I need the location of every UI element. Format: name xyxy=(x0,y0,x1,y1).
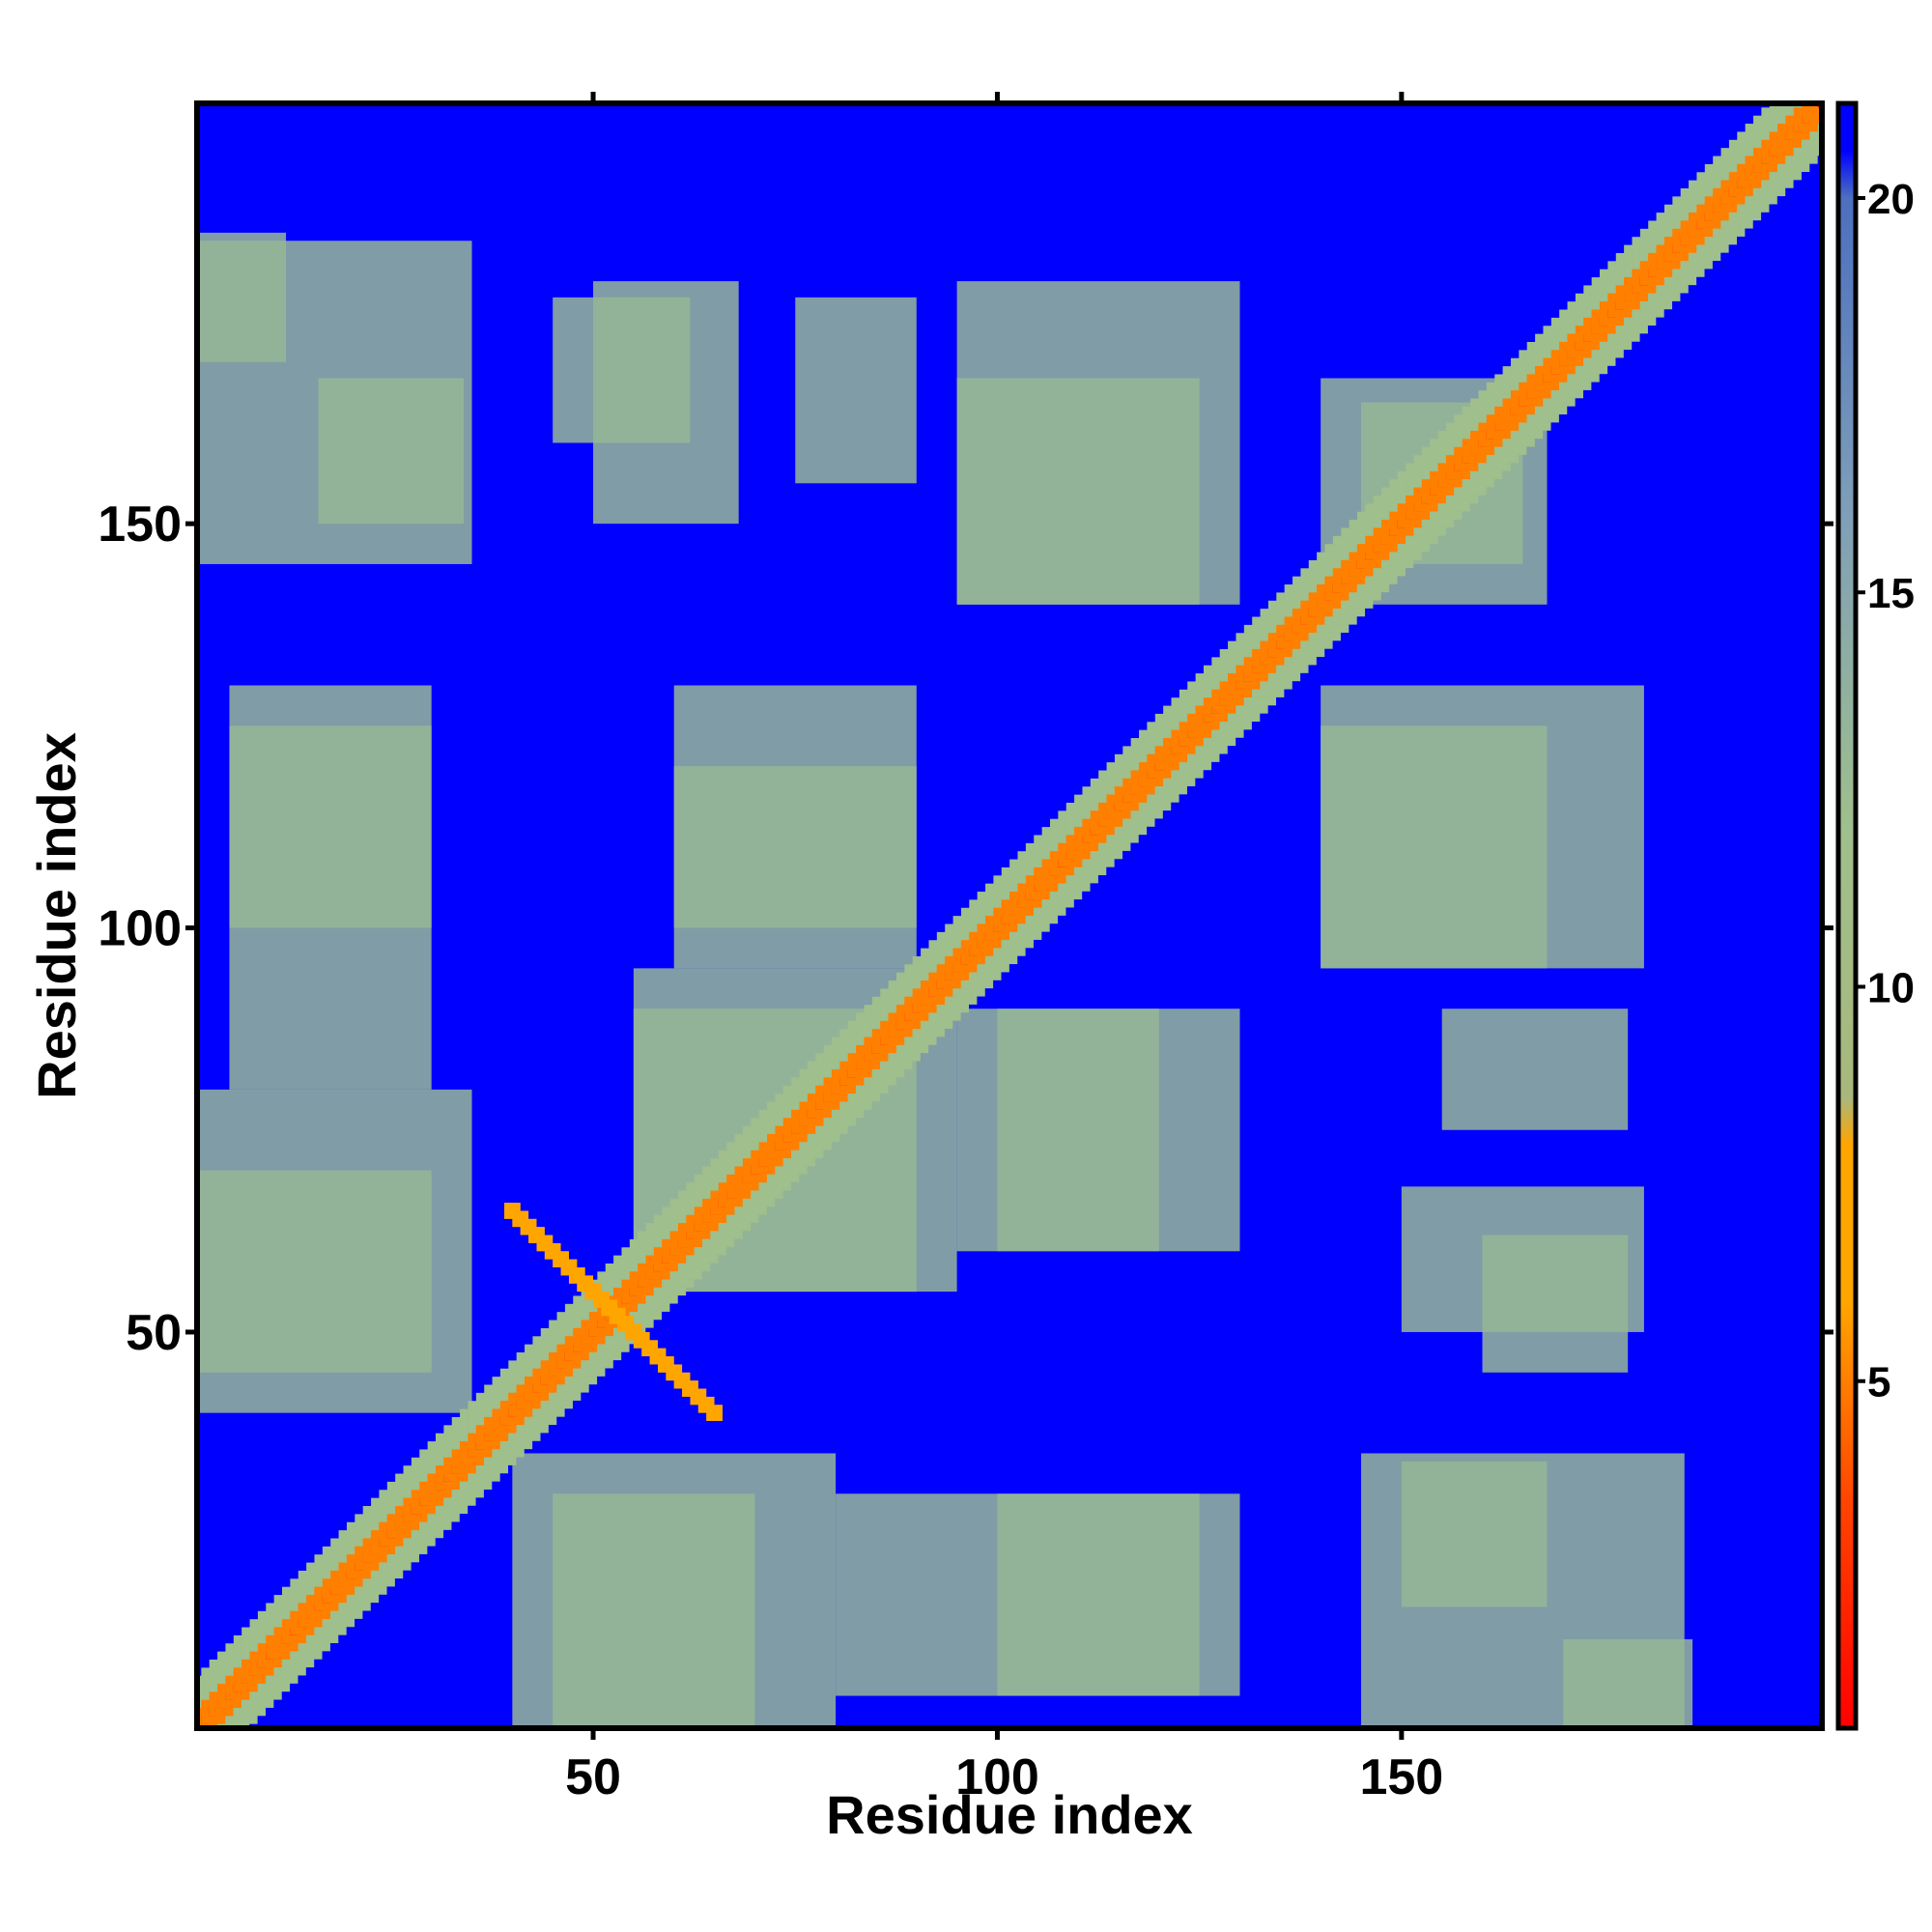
x-tick-label: 50 xyxy=(565,1749,621,1805)
colorbar-tick-label: 10 xyxy=(1867,964,1915,1011)
y-axis-title: Residue index xyxy=(26,732,87,1099)
colorbar-tick-label: 15 xyxy=(1867,570,1915,617)
x-axis-title: Residue index xyxy=(826,1784,1193,1845)
contact-region-15-mirror xyxy=(197,241,472,564)
contact-region-15 xyxy=(1361,1453,1685,1728)
heatmap-cells xyxy=(197,103,1822,1728)
colorbar xyxy=(1835,100,1859,1731)
contact-region-8-mirror xyxy=(956,281,1240,605)
contact-region-8 xyxy=(1321,685,1644,969)
x-tick-label: 150 xyxy=(1359,1749,1443,1805)
contact-region-12-mirror xyxy=(593,281,739,525)
colorbar-tick-label: 20 xyxy=(1867,176,1915,223)
contact-region-11-mirror xyxy=(673,685,917,928)
y-axis-ticks: 50 100 150 xyxy=(98,497,1833,1361)
strand-cell xyxy=(706,1405,723,1421)
y-tick-label: 100 xyxy=(98,901,182,957)
contact-region-13-mirror xyxy=(197,1089,472,1413)
contact-region-13 xyxy=(512,1453,837,1728)
colorbar-tick-label: 5 xyxy=(1867,1359,1890,1406)
contact-region-3 xyxy=(795,297,917,484)
y-tick-label: 150 xyxy=(98,497,182,553)
contact-region-3-mirror xyxy=(1441,1009,1629,1130)
y-tick-label: 50 xyxy=(126,1305,182,1361)
plot-frame xyxy=(194,100,1825,1731)
contact-region-11 xyxy=(997,1009,1240,1252)
contact-region-12 xyxy=(1401,1186,1644,1332)
strand-cell-mirror xyxy=(504,1203,521,1219)
x-axis-ticks: 50 100 150 xyxy=(565,92,1443,1805)
contact-region-14-mirror xyxy=(229,685,432,1090)
x-tick-label: 100 xyxy=(955,1749,1039,1805)
contact-region-14 xyxy=(836,1493,1240,1696)
colorbar-ticks: 5 10 15 20 xyxy=(1856,176,1915,1406)
